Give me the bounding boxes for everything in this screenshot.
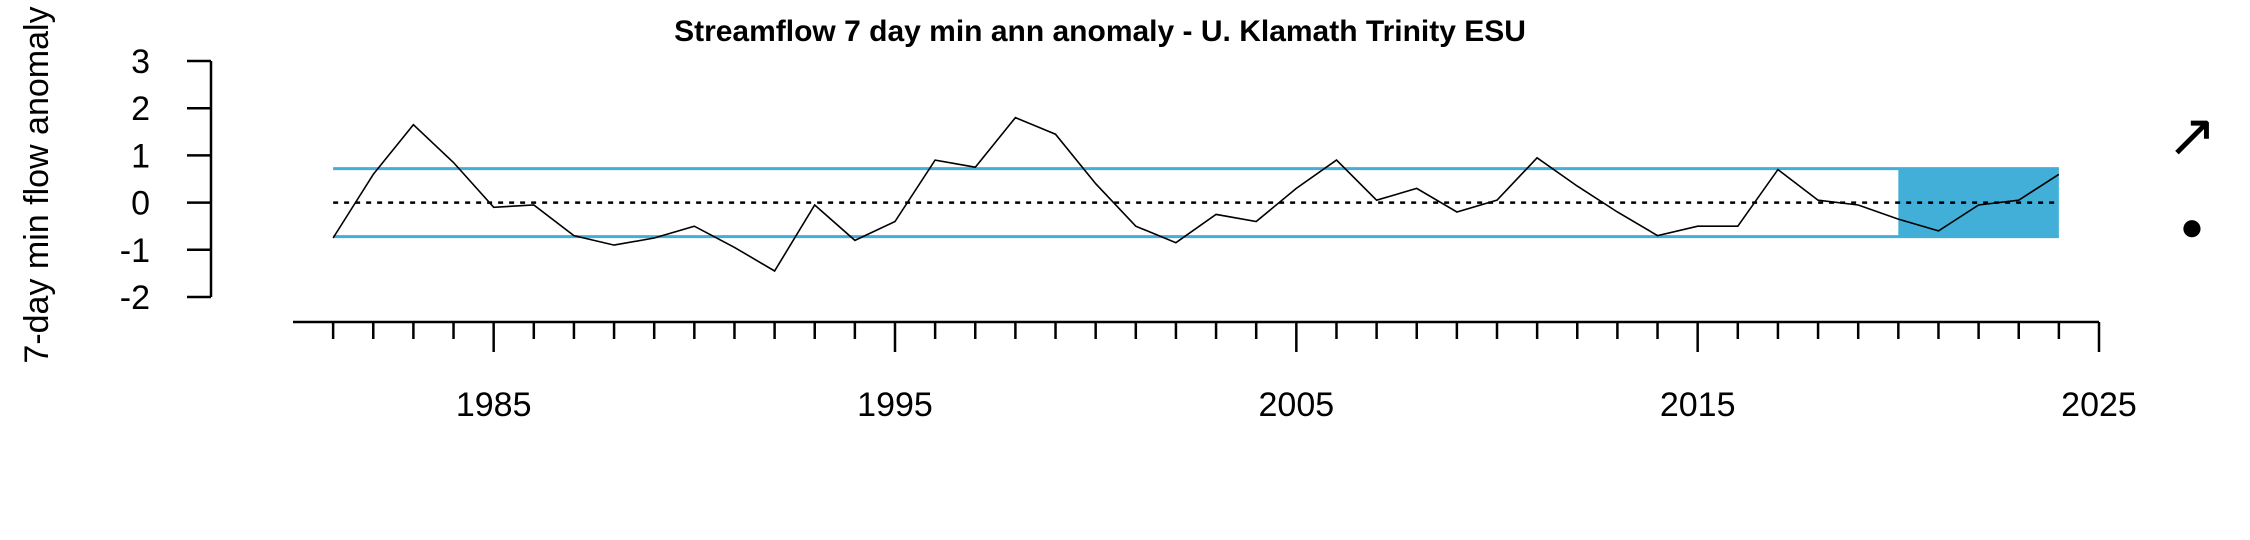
y-tick-label: 1 (131, 137, 150, 175)
status-dot-icon: ● (2180, 205, 2204, 249)
chart-title: Streamflow 7 day min ann anomaly - U. Kl… (674, 15, 1526, 48)
x-axis: 1985 1995 2005 2015 2025 (293, 320, 2137, 424)
y-tick-label: 2 (131, 90, 150, 128)
y-tick-label: 3 (131, 43, 150, 81)
x-tick-label: 2015 (1660, 386, 1736, 424)
y-axis: -2 -1 0 1 2 3 (120, 43, 213, 317)
series-line-0 (332, 116, 2060, 273)
x-tick-label: 1995 (857, 386, 933, 424)
trend-arrow-icon: ↗ (2167, 102, 2217, 169)
y-tick-label: -2 (120, 279, 150, 317)
series-layer (332, 116, 2060, 273)
y-tick-label: 0 (131, 185, 150, 223)
x-tick-label: 2025 (2061, 386, 2137, 424)
x-tick-label: 2005 (1259, 386, 1335, 424)
y-axis-label: 7-day min flow anomaly (18, 6, 56, 363)
x-tick-label: 1985 (456, 386, 532, 424)
sd-band-layer (333, 167, 2059, 239)
y-tick-label: -1 (120, 232, 150, 270)
